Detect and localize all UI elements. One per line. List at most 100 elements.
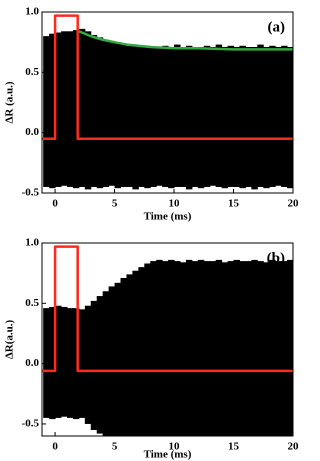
noise-band [96,296,104,434]
y-tick-label: -0.5 [22,187,40,199]
x-tick-label: 10 [169,198,181,210]
noise-band [185,259,193,436]
noise-band [203,261,211,436]
noise-band [269,259,276,436]
noise-band [293,261,299,436]
noise-band [239,45,246,189]
noise-band [78,309,86,418]
noise-band [90,34,98,187]
noise-band [179,46,187,187]
noise-band [257,261,264,436]
x-tick-label: 15 [228,441,240,453]
y-tick-label: 0.0 [25,357,39,369]
noise-band [269,45,276,187]
noise-band [108,286,116,436]
trace [78,30,293,51]
noise-band [102,39,110,187]
noise-band [245,46,252,187]
noise-band [197,46,205,189]
noise-band [61,306,68,417]
y-axis-title: ΔR (a.u.) [4,81,16,123]
noise-band [66,31,74,187]
noise-band [55,32,62,187]
noise-band [168,46,175,189]
y-axis-title: ΔR(a.u.) [4,320,16,360]
noise-band [191,261,199,436]
noise-band [215,259,223,436]
y-tick-label: 0.5 [25,66,39,78]
x-tick-label: 0 [52,198,58,210]
noise-band [168,259,175,436]
noise-band [132,270,139,436]
panel: 0 5 10 15 20 1.0 0.5 0.0 -0.5 Time (ms) ΔR(a.u.) (b… [4,237,299,461]
y-tick-label: 0.5 [25,297,39,309]
x-tick-label: 15 [228,198,240,210]
noise-band [49,306,56,420]
noise-band [138,45,145,187]
trace [42,14,293,140]
axes-frame [41,242,294,437]
x-axis-title: Time (ms) [144,449,192,461]
x-tick-label: 5 [112,198,118,210]
noise-band [281,261,288,436]
noise-band [72,30,80,189]
noise-band [233,259,240,436]
noise-band [174,44,181,187]
x-tick-label: 10 [169,441,181,453]
noise-band [263,46,270,189]
x-axis-title: Time (ms) [144,211,192,223]
plot-area [42,14,293,190]
noise-band [150,46,157,187]
noise-band [156,259,163,436]
x-tick-label: 20 [288,198,300,210]
noise-band [108,40,116,186]
noise-band [227,45,235,187]
noise-band [209,261,217,436]
x-tick-label: 20 [288,441,300,453]
y-tick-label: 0.0 [25,126,39,138]
noise-band [120,43,127,187]
noise-band [132,44,139,190]
noise-band [144,263,151,436]
noise-band [43,36,50,187]
noise-band [263,262,270,436]
noise-band [102,291,110,436]
noise-band [55,305,62,418]
noise-band [287,259,293,436]
y-tick-label: 1.0 [25,6,39,18]
noise-band [221,46,229,189]
noise-band [215,44,223,187]
noise-band [84,305,92,424]
noise-band [138,267,145,436]
noise-band [90,300,98,430]
noise-band [227,261,235,436]
noise-band [78,28,86,187]
panel-label: (a) [268,19,286,35]
noise-band [120,277,127,436]
noise-band [126,274,133,436]
noise-band [126,44,133,187]
axes-frame [41,11,294,194]
panel-label: (b) [267,250,285,266]
noise-band [287,46,293,189]
noise-band [61,31,68,186]
noise-band [221,262,229,436]
noise-band [245,261,252,436]
noise-band [72,308,80,420]
noise-band [209,46,217,186]
noise-band [251,259,258,436]
noise-band [162,261,169,436]
noise-band [257,44,264,187]
noise-band [114,42,122,189]
noise-band [174,261,181,436]
noise-band [233,46,240,187]
noise-band [191,46,199,187]
x-tick-label: 0 [52,441,58,453]
noise-band [84,31,92,190]
y-tick-label: -0.5 [22,417,40,429]
noise-band [239,261,246,436]
noise-band [156,46,163,186]
noise-band [179,262,187,436]
noise-band [203,45,211,187]
y-tick-label: 1.0 [25,237,39,249]
